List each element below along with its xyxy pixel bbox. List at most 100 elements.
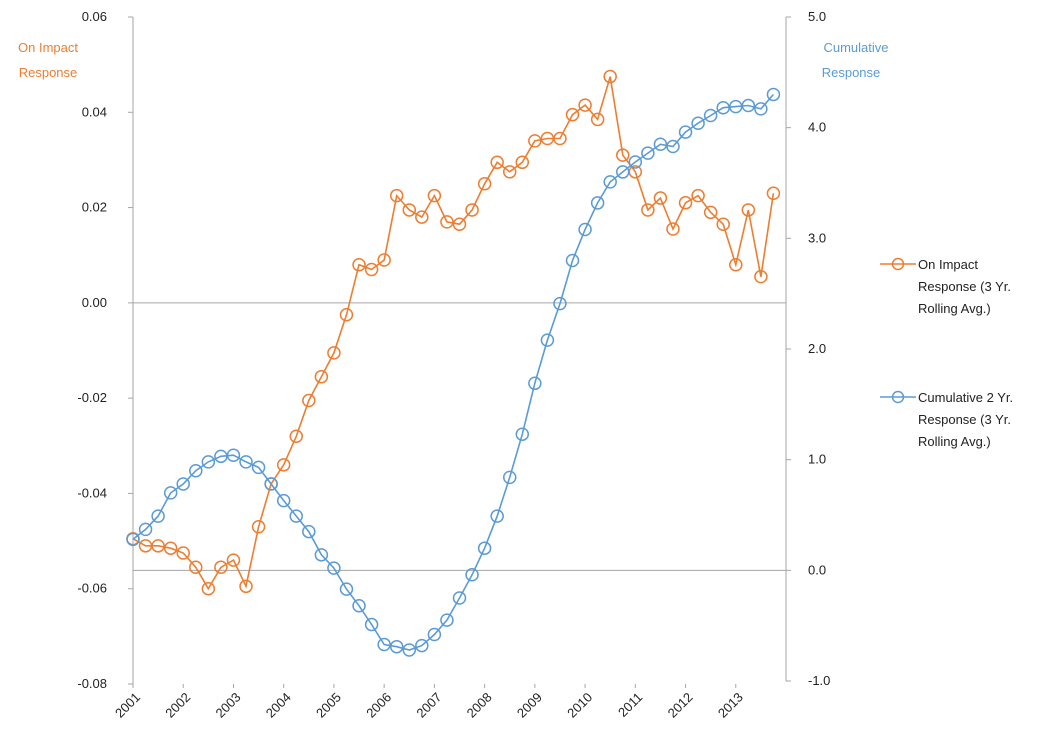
on-impact-point bbox=[528, 134, 542, 148]
left-tick-label: -0.06 bbox=[77, 581, 107, 596]
cumulative-point bbox=[163, 486, 178, 500]
cumulative-point bbox=[515, 427, 530, 441]
on-impact-legend-label: Rolling Avg.) bbox=[918, 301, 991, 316]
cumulative-point bbox=[502, 470, 517, 485]
cumulative-point bbox=[415, 638, 429, 653]
cumulative-point bbox=[339, 582, 354, 596]
right-tick-label: 3.0 bbox=[808, 230, 826, 245]
cumulative-point bbox=[477, 541, 492, 555]
cumulative-point bbox=[377, 637, 391, 652]
on-impact-legend-label: On Impact bbox=[918, 257, 978, 272]
cumulative-point bbox=[490, 509, 504, 523]
on-impact-point bbox=[666, 222, 680, 236]
on-impact-point bbox=[766, 186, 781, 201]
cumulative-point bbox=[126, 532, 140, 547]
x-tick-label: 2010 bbox=[564, 690, 595, 721]
x-tick-label: 2007 bbox=[413, 690, 444, 721]
on-impact-point bbox=[678, 196, 693, 210]
on-impact-point bbox=[402, 203, 417, 217]
cumulative-point bbox=[226, 448, 241, 462]
on-impact-point bbox=[352, 257, 366, 272]
on-impact-point bbox=[477, 177, 492, 191]
x-tick-label: 2001 bbox=[112, 690, 143, 721]
cumulative-point bbox=[553, 296, 567, 311]
cumulative-point bbox=[691, 116, 705, 130]
on-impact-point bbox=[176, 546, 190, 560]
x-tick-label: 2011 bbox=[615, 690, 645, 720]
on-impact-point bbox=[163, 541, 178, 555]
on-impact-point bbox=[415, 210, 429, 224]
cumulative-point bbox=[402, 643, 417, 657]
left-tick-label: 0.00 bbox=[82, 295, 107, 310]
right-tick-label: 4.0 bbox=[808, 120, 826, 135]
on-impact-point bbox=[377, 253, 391, 267]
x-tick-label: 2008 bbox=[464, 690, 495, 721]
x-tick-label: 2002 bbox=[162, 690, 193, 721]
cumulative-point bbox=[703, 108, 718, 123]
on-impact-point bbox=[251, 520, 266, 534]
cumulative-point bbox=[176, 477, 190, 491]
cumulative-point bbox=[389, 639, 404, 654]
cumulative-point bbox=[289, 509, 303, 523]
cumulative-point bbox=[603, 175, 617, 189]
x-tick-label: 2006 bbox=[363, 690, 394, 721]
on-impact-point bbox=[151, 539, 165, 553]
on-impact-point bbox=[465, 203, 479, 217]
right-tick-label: 5.0 bbox=[808, 9, 826, 24]
on-impact-point bbox=[741, 203, 756, 217]
on-impact-legend-marker bbox=[891, 257, 905, 271]
cumulative-point bbox=[641, 146, 655, 160]
cumulative-point bbox=[678, 125, 693, 139]
cumulative-point bbox=[276, 493, 291, 508]
on-impact-point bbox=[214, 560, 228, 575]
on-impact-point bbox=[716, 217, 730, 231]
left-tick-label: 0.04 bbox=[82, 104, 107, 119]
on-impact-point bbox=[327, 346, 341, 360]
cumulative-point bbox=[616, 165, 630, 179]
x-tick-label: 2013 bbox=[715, 690, 746, 721]
on-impact-legend-label: Response (3 Yr. bbox=[918, 279, 1011, 294]
on-impact-point bbox=[565, 107, 580, 122]
cumulative-legend-label: Cumulative 2 Yr. bbox=[918, 390, 1013, 405]
on-impact-point bbox=[754, 269, 768, 284]
cumulative-point bbox=[427, 627, 442, 642]
cumulative-point bbox=[528, 376, 542, 391]
cumulative-point bbox=[754, 102, 768, 116]
on-impact-point bbox=[427, 188, 442, 203]
on-impact-point bbox=[603, 69, 617, 84]
on-impact-point bbox=[641, 203, 655, 217]
cumulative-point bbox=[314, 548, 329, 562]
on-impact-point bbox=[515, 155, 530, 170]
left-tick-label: -0.08 bbox=[77, 676, 107, 691]
on-impact-point bbox=[226, 553, 241, 567]
cumulative-point bbox=[264, 477, 278, 491]
cumulative-point bbox=[628, 155, 643, 169]
on-impact-point bbox=[239, 579, 253, 594]
on-impact-point bbox=[302, 393, 316, 408]
on-impact-point bbox=[389, 188, 404, 203]
on-impact-point bbox=[339, 308, 354, 322]
left-tick-label: -0.04 bbox=[77, 485, 107, 500]
on-impact-point bbox=[276, 458, 291, 472]
cumulative-legend-label: Response (3 Yr. bbox=[918, 412, 1011, 427]
axes: 0.06 0.04 0.02 0.00 -0.02 -0.04 -0.06 -0.08 5.0 4… bbox=[77, 9, 830, 721]
left-tick-label: 0.06 bbox=[82, 9, 107, 24]
cumulative-point bbox=[578, 222, 592, 237]
on-impact-point bbox=[553, 131, 567, 146]
on-impact-legend-entry: On Impact Response (3 Yr. Rolling Avg.) bbox=[880, 257, 1011, 316]
cumulative-point bbox=[440, 613, 454, 627]
left-axis-title-line1: On Impact bbox=[18, 40, 78, 55]
cumulative-point bbox=[239, 455, 253, 469]
on-impact-point bbox=[452, 217, 467, 231]
on-impact-point bbox=[502, 165, 517, 179]
x-tick-label: 2005 bbox=[313, 690, 344, 721]
on-impact-point bbox=[364, 262, 379, 277]
series-layer bbox=[126, 69, 781, 657]
x-tick-label: 2012 bbox=[665, 690, 696, 721]
cumulative-point bbox=[189, 463, 203, 478]
on-impact-point bbox=[490, 155, 504, 170]
right-tick-label: 2.0 bbox=[808, 341, 826, 356]
cumulative-point bbox=[151, 509, 165, 523]
on-impact-point bbox=[691, 188, 705, 203]
cumulative-point bbox=[565, 253, 580, 268]
